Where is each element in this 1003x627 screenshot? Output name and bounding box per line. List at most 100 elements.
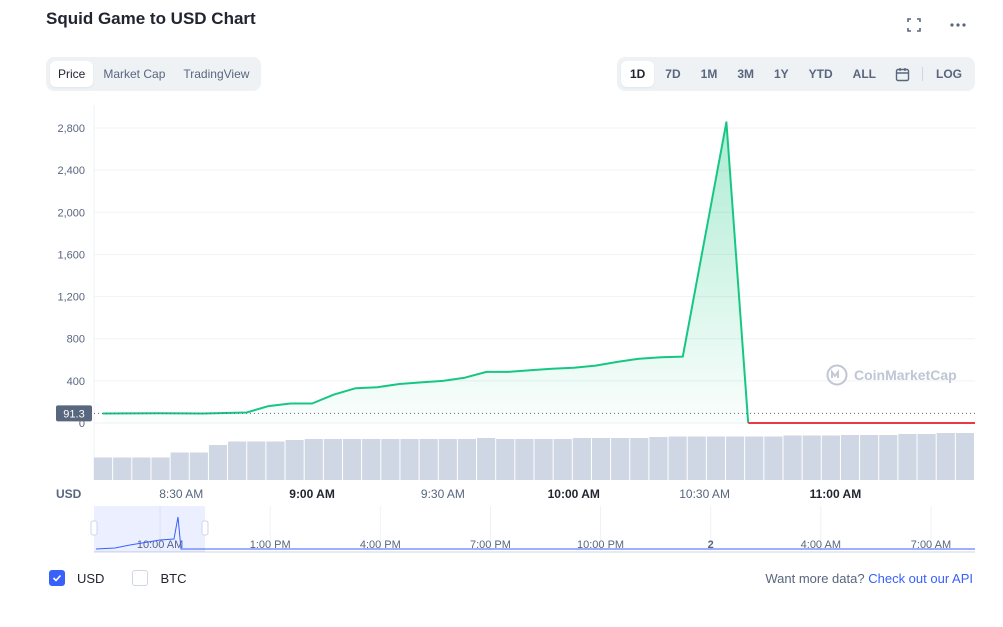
volume-bar xyxy=(783,435,802,480)
range-ytd[interactable]: YTD xyxy=(808,67,833,81)
usd-checkbox-label: USD xyxy=(77,570,105,586)
volume-bar xyxy=(630,438,649,480)
volume-bar xyxy=(342,439,362,480)
range-all[interactable]: ALL xyxy=(852,67,876,81)
x-tick-label: 8:30 AM xyxy=(159,487,203,501)
view-tabs: Price Market Cap TradingView xyxy=(46,57,262,91)
volume-bar xyxy=(247,441,266,480)
x-tick-label: 11:00 AM xyxy=(810,487,862,501)
volume-bar xyxy=(534,439,553,480)
volume-bar xyxy=(821,435,840,480)
x-tick-label: 9:30 AM xyxy=(421,487,465,501)
volume-bar xyxy=(706,436,726,480)
toolbar-divider xyxy=(922,67,923,81)
y-tick-label: 2,400 xyxy=(57,165,85,177)
range-7d[interactable]: 7D xyxy=(665,67,681,81)
volume-bar xyxy=(477,438,496,480)
volume-bar xyxy=(94,457,113,480)
volume-bar xyxy=(113,457,132,480)
volume-bar xyxy=(132,457,151,480)
price-area xyxy=(102,122,749,423)
volume-bar xyxy=(362,439,381,480)
volume-bar xyxy=(955,433,974,480)
navigator-tick-label: 7:00 AM xyxy=(911,539,951,551)
coinmarketcap-logo-icon xyxy=(826,364,848,386)
range-1m[interactable]: 1M xyxy=(700,67,718,81)
volume-bar xyxy=(898,434,917,480)
price-line-up xyxy=(102,121,750,424)
y-tick-label: 1,200 xyxy=(57,292,85,304)
volume-bar xyxy=(591,438,611,480)
more-data-text: Want more data? Check out our API xyxy=(765,571,973,586)
navigator-tick-label: 4:00 PM xyxy=(360,539,401,551)
range-tabs: 1D 7D 1M 3M 1Y YTD ALL LOG xyxy=(616,57,975,91)
current-price-tag xyxy=(56,405,92,422)
tab-price[interactable]: Price xyxy=(50,61,94,87)
check-icon xyxy=(52,574,62,582)
volume-bar xyxy=(936,433,955,480)
btc-checkbox-box[interactable] xyxy=(132,570,149,586)
volume-bar xyxy=(381,439,400,480)
watermark: CoinMarketCap xyxy=(826,364,957,386)
navigator-tick-label: 4:00 AM xyxy=(801,539,841,551)
volume-bar xyxy=(572,438,591,480)
log-toggle[interactable]: LOG xyxy=(936,67,962,81)
navigator-tick-label: 10:00 PM xyxy=(577,539,624,551)
volume-bar xyxy=(553,439,572,480)
more-dots-icon[interactable] xyxy=(949,16,967,34)
range-1y[interactable]: 1Y xyxy=(773,67,789,81)
volume-bar xyxy=(496,439,515,480)
volume-bar xyxy=(687,436,706,480)
y-tick-label: 2,000 xyxy=(57,207,85,219)
y-tick-label: 400 xyxy=(67,376,85,388)
navigator-tick-label: 7:00 PM xyxy=(470,539,511,551)
range-1d[interactable]: 1D xyxy=(620,61,655,87)
navigator-handle[interactable] xyxy=(201,520,209,536)
navigator-selection xyxy=(94,506,205,552)
tab-market-cap[interactable]: Market Cap xyxy=(103,67,166,81)
fullscreen-icon[interactable] xyxy=(905,16,923,34)
navigator-tick-label: 2 xyxy=(708,539,714,551)
calendar-icon[interactable] xyxy=(887,61,918,87)
volume-bar xyxy=(266,441,285,480)
navigator-handle[interactable] xyxy=(90,520,98,536)
watermark-text: CoinMarketCap xyxy=(854,367,957,383)
x-tick-label: 10:00 AM xyxy=(548,487,600,501)
y-tick-label: 800 xyxy=(67,334,85,346)
volume-bar xyxy=(649,437,668,480)
range-3m[interactable]: 3M xyxy=(737,67,754,81)
usd-checkbox[interactable]: USD xyxy=(49,570,104,586)
volume-bar xyxy=(208,445,228,480)
page-title: Squid Game to USD Chart xyxy=(46,9,256,28)
btc-checkbox-label: BTC xyxy=(160,570,187,586)
usd-checkbox-box[interactable] xyxy=(49,570,65,586)
volume-bar xyxy=(170,452,189,480)
volume-bar xyxy=(611,438,630,480)
volume-bar xyxy=(917,434,936,480)
y-tick-label: 1,600 xyxy=(57,249,85,261)
y-tick-label: 0 xyxy=(79,418,85,430)
volume-bar xyxy=(745,436,764,480)
volume-bar xyxy=(285,440,304,480)
volume-bar xyxy=(457,439,477,480)
tab-tradingview[interactable]: TradingView xyxy=(183,67,250,81)
volume-bar xyxy=(419,439,438,480)
current-price-label: 91.3 xyxy=(63,408,84,420)
volume-bar xyxy=(400,439,419,480)
x-tick-label: 10:30 AM xyxy=(679,487,730,501)
volume-bar xyxy=(802,435,821,480)
navigator-bg xyxy=(94,506,975,552)
volume-bar xyxy=(726,436,745,480)
volume-bar xyxy=(189,452,208,480)
currency-axis-label: USD xyxy=(56,487,82,501)
api-link[interactable]: Check out our API xyxy=(868,570,973,586)
volume-bar xyxy=(879,435,898,480)
volume-bar xyxy=(860,435,879,480)
price-chart: 0 400 800 1,200 1,600 2,000 2,400 2,800 91.3 USD… xyxy=(56,105,975,553)
more-data-prompt: Want more data? xyxy=(765,570,865,586)
btc-checkbox[interactable]: BTC xyxy=(132,570,186,586)
chart-toolbar-icons xyxy=(905,16,967,34)
x-tick-label: 9:00 AM xyxy=(289,487,335,501)
navigator-line xyxy=(95,516,975,550)
volume-bar xyxy=(151,457,170,480)
